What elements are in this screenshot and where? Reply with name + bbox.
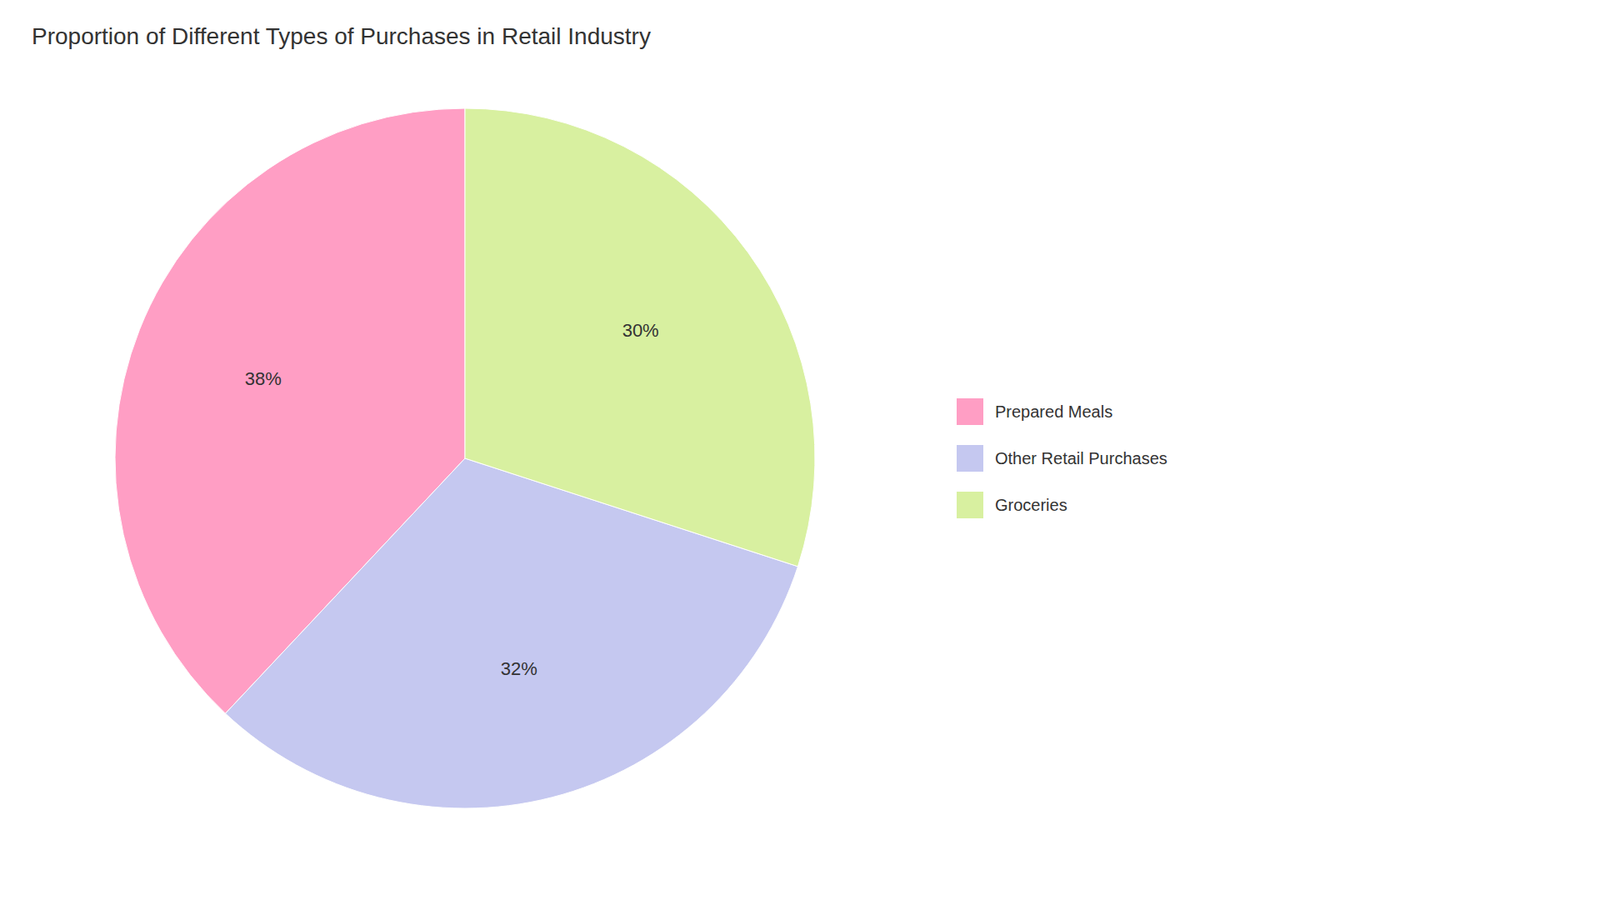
html-text:Other Retail Purchases: Other Retail Purchases	[995, 448, 1168, 468]
svg-text:32%: 32%	[500, 658, 538, 680]
html-text:Prepared Meals: Prepared Meals	[995, 402, 1113, 421]
html-text:Proportion of Different Types: Proportion of Different Types of Purchas…	[31, 23, 651, 50]
svg-text:30%: 30%	[622, 320, 660, 341]
html-text:Groceries: Groceries	[995, 495, 1068, 514]
svg-text:38%: 38%	[245, 368, 282, 390]
